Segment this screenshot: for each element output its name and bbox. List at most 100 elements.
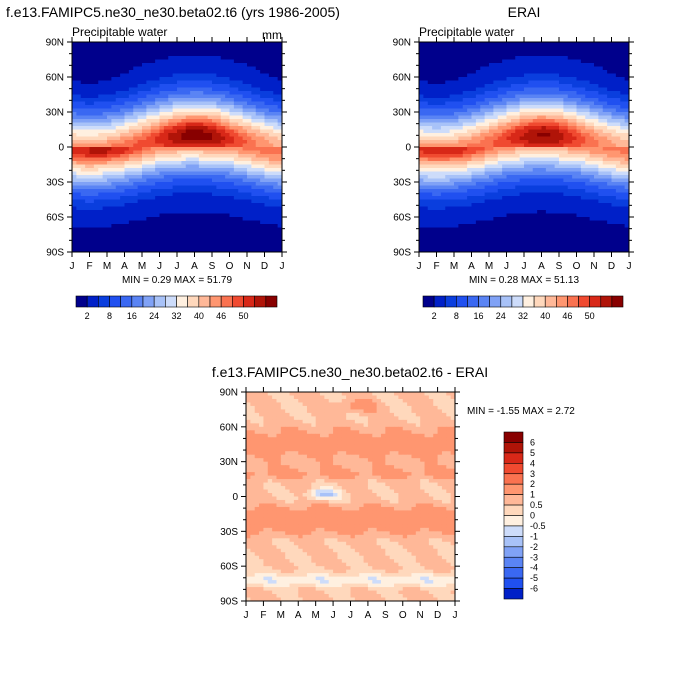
heatmap-cell [203,77,209,81]
heatmap-cell [532,66,538,71]
heatmap-cell [185,87,191,92]
heatmap-cell [198,73,204,78]
heatmap-cell [203,199,209,204]
heatmap-cell [142,105,147,109]
heatmap-cell [519,133,525,137]
heatmap-cell [247,84,252,88]
heatmap-cell [458,42,464,46]
heatmap-cell [238,210,244,214]
heatmap-cell [107,175,112,179]
heatmap-cell [85,178,90,183]
heatmap-cell [467,80,472,85]
heatmap-cell [624,91,629,95]
heatmap-cell [181,185,187,190]
heatmap-cell [264,140,270,144]
heatmap-cell [124,245,130,249]
heatmap-cell [528,94,534,99]
heatmap-cell [585,101,591,106]
heatmap-cell [273,66,279,71]
heatmap-cell [238,80,244,85]
heatmap-cell [233,210,239,214]
heatmap-cell [502,161,507,165]
heatmap-cell [567,150,573,155]
heatmap-cell [177,217,182,221]
heatmap-cell [528,91,534,95]
heatmap-cell [554,115,560,120]
heatmap-cell [93,213,99,218]
heatmap-cell [111,49,117,53]
heatmap-cell [198,231,204,235]
heatmap-cell [207,70,213,74]
heatmap-cell [528,140,534,144]
heatmap-cell [115,42,121,46]
heatmap-cell [172,161,178,165]
heatmap-cell [155,234,160,239]
heatmap-cell [510,77,516,81]
heatmap-cell [462,84,468,88]
heatmap-cell [80,161,86,165]
heatmap-cell [436,112,442,116]
heatmap-cell [489,150,494,155]
heatmap-cell [563,150,569,155]
colorbar-label: 46 [216,311,226,321]
heatmap-cell [120,161,125,165]
heatmap-cell [220,129,226,134]
colorbar-label: 24 [149,311,159,321]
heatmap-cell [528,147,534,151]
heatmap-cell [93,49,99,53]
heatmap-cell [225,52,230,57]
heatmap-cell [489,108,494,113]
heatmap-cell [585,171,591,176]
heatmap-cell [502,49,507,53]
heatmap-cell [85,52,90,57]
heatmap-cell [85,91,90,95]
heatmap-cell [207,248,213,252]
heatmap-cell [146,56,152,60]
heatmap-cell [493,112,499,116]
heatmap-cell [98,231,104,235]
heatmap-cell [207,115,213,120]
heatmap-cell [203,105,209,109]
heatmap-cell [111,203,117,207]
heatmap-cell [497,168,503,172]
heatmap-cell [172,70,178,74]
heatmap-cell [216,133,222,137]
heatmap-cell [111,119,117,123]
heatmap-cell [137,94,143,99]
heatmap-cell [89,143,95,148]
heatmap-cell [111,154,117,158]
heatmap-cell [277,122,282,127]
heatmap-cell [480,73,486,78]
heatmap-cell [432,129,437,134]
heatmap-cell [427,59,433,64]
heatmap-cell [589,108,595,113]
heatmap-cell [76,63,82,67]
heatmap-cell [168,157,174,162]
heatmap-cell [220,84,226,88]
heatmap-cell [255,136,261,141]
heatmap-cell [602,133,608,137]
heatmap-cell [133,52,139,57]
heatmap-cell [242,150,248,155]
heatmap-cell [93,115,99,120]
heatmap-cell [93,91,99,95]
heatmap-cell [624,59,629,64]
heatmap-cell [471,182,477,186]
heatmap-cell [198,213,204,218]
heatmap-cell [537,84,542,88]
heatmap-cell [471,136,477,141]
heatmap-cell [440,168,446,172]
heatmap-cell [585,136,591,141]
heatmap-cell [172,220,178,225]
heatmap-cell [107,115,112,120]
heatmap-cell [146,168,152,172]
colorbar-box [254,295,267,308]
heatmap-cell [524,98,529,102]
heatmap-cell [423,91,429,95]
heatmap-cell [489,136,494,141]
heatmap-cell [207,98,213,102]
heatmap-cell [484,136,490,141]
heatmap-cell [449,140,455,144]
heatmap-cell [247,199,252,204]
heatmap-cell [111,185,117,190]
